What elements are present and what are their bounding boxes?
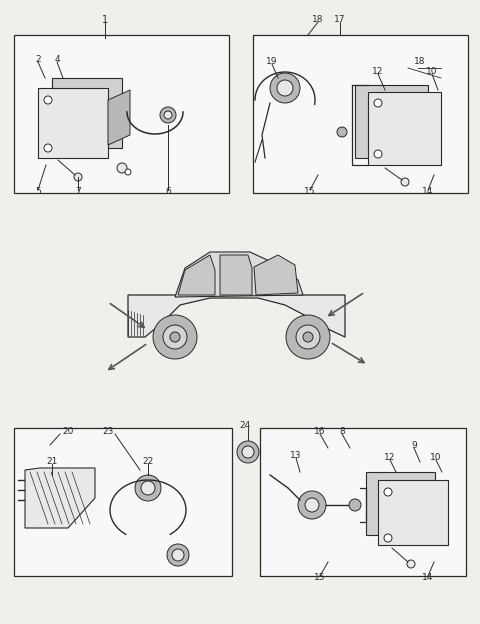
- Text: 23: 23: [102, 427, 114, 437]
- Text: 7: 7: [75, 187, 81, 197]
- Polygon shape: [220, 255, 252, 295]
- Circle shape: [167, 544, 189, 566]
- Circle shape: [117, 163, 127, 173]
- Text: 10: 10: [430, 454, 442, 462]
- Text: 8: 8: [339, 427, 345, 437]
- Text: 22: 22: [143, 457, 154, 467]
- Circle shape: [170, 332, 180, 342]
- Text: 21: 21: [46, 457, 58, 467]
- Text: 15: 15: [314, 573, 326, 582]
- Circle shape: [407, 560, 415, 568]
- Text: 12: 12: [372, 67, 384, 77]
- Circle shape: [242, 446, 254, 458]
- Polygon shape: [38, 88, 108, 158]
- Text: 12: 12: [384, 454, 396, 462]
- Circle shape: [401, 178, 409, 186]
- Circle shape: [374, 99, 382, 107]
- Circle shape: [277, 80, 293, 96]
- Text: 24: 24: [240, 421, 251, 429]
- Circle shape: [237, 441, 259, 463]
- Circle shape: [163, 325, 187, 349]
- Bar: [260, 428, 466, 576]
- Bar: [14, 35, 229, 193]
- Circle shape: [337, 127, 347, 137]
- Circle shape: [286, 315, 330, 359]
- Polygon shape: [175, 252, 303, 297]
- Polygon shape: [108, 90, 130, 145]
- Circle shape: [172, 549, 184, 561]
- Text: 17: 17: [334, 16, 346, 24]
- Circle shape: [141, 481, 155, 495]
- Polygon shape: [25, 468, 95, 528]
- Text: 10: 10: [426, 67, 438, 77]
- Text: 18: 18: [312, 16, 324, 24]
- Text: 9: 9: [411, 441, 417, 449]
- Text: 18: 18: [414, 57, 426, 67]
- Text: 4: 4: [54, 56, 60, 64]
- Circle shape: [160, 107, 176, 123]
- Circle shape: [164, 111, 172, 119]
- Circle shape: [349, 499, 361, 511]
- Text: 14: 14: [422, 573, 434, 582]
- Circle shape: [153, 315, 197, 359]
- Polygon shape: [355, 85, 428, 158]
- Circle shape: [44, 144, 52, 152]
- Text: 1: 1: [102, 15, 108, 25]
- Bar: [253, 35, 468, 193]
- Text: 19: 19: [266, 57, 278, 67]
- Circle shape: [125, 169, 131, 175]
- Circle shape: [305, 498, 319, 512]
- Text: 15: 15: [304, 187, 316, 197]
- Polygon shape: [368, 92, 441, 165]
- Polygon shape: [366, 472, 435, 535]
- Polygon shape: [254, 255, 298, 295]
- Text: 20: 20: [62, 427, 74, 437]
- Text: 2: 2: [35, 56, 41, 64]
- Polygon shape: [52, 78, 122, 148]
- Bar: [14, 428, 232, 576]
- Text: 5: 5: [35, 187, 41, 197]
- Circle shape: [298, 491, 326, 519]
- Circle shape: [270, 73, 300, 103]
- Text: 6: 6: [165, 187, 171, 197]
- Circle shape: [384, 534, 392, 542]
- Text: 13: 13: [290, 451, 302, 459]
- Text: 16: 16: [314, 427, 326, 437]
- Polygon shape: [378, 480, 448, 545]
- Circle shape: [384, 488, 392, 496]
- Circle shape: [374, 150, 382, 158]
- Polygon shape: [128, 295, 345, 337]
- Text: 14: 14: [422, 187, 434, 197]
- Circle shape: [296, 325, 320, 349]
- Circle shape: [44, 96, 52, 104]
- Circle shape: [74, 173, 82, 181]
- Circle shape: [303, 332, 313, 342]
- Circle shape: [135, 475, 161, 501]
- Polygon shape: [178, 255, 215, 295]
